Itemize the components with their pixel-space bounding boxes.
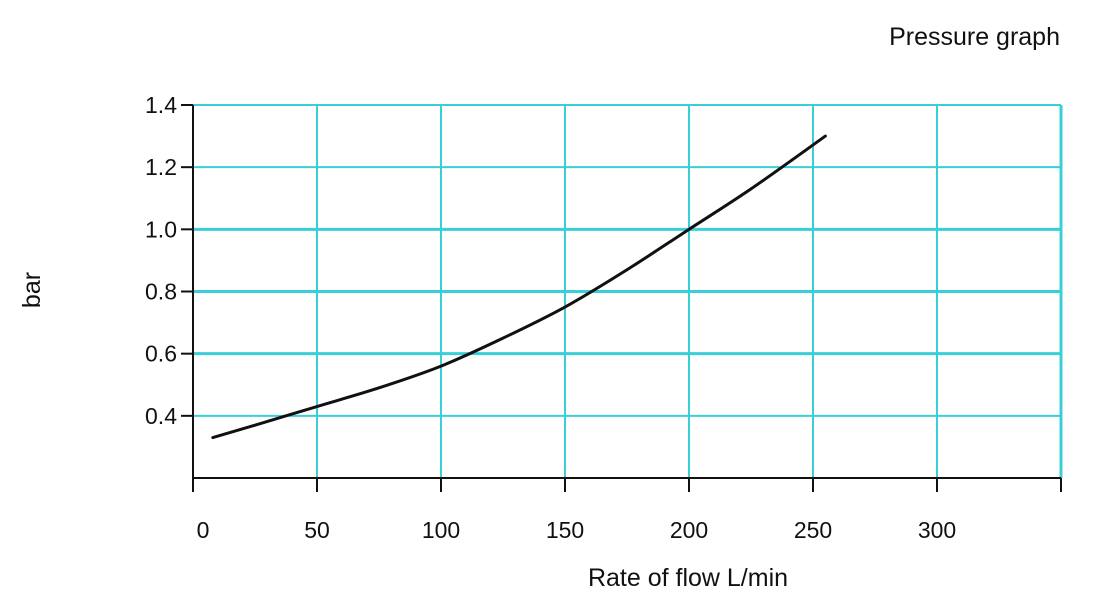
series-layer <box>211 134 827 440</box>
x-tick-label-3: 150 <box>546 517 584 543</box>
grid-layer <box>193 104 1063 478</box>
y-tick-label-1: 0.6 <box>145 341 177 367</box>
x-tick-label-4: 200 <box>670 517 708 543</box>
y-tick-label-3: 1.0 <box>145 216 177 242</box>
x-tick-label-6: 300 <box>918 517 956 543</box>
x-tick-label-2: 100 <box>422 517 460 543</box>
x-tick-label-1: 50 <box>304 517 330 543</box>
y-tick-label-5: 1.4 <box>145 92 177 118</box>
chart-title: Pressure graph <box>889 23 1060 51</box>
y-tick-label-0: 0.4 <box>145 403 177 429</box>
x-tick-label-5: 250 <box>794 517 832 543</box>
tick-layer: 0 50 100 150 200 250 300 0.4 0.6 0.8 1.0 1.2 1.4 <box>145 92 1062 543</box>
x-tick-label-0: 0 <box>197 517 210 543</box>
y-axis-label: bar <box>18 272 46 308</box>
x-axis-label: Rate of flow L/min <box>588 564 788 592</box>
y-tick-label-4: 1.2 <box>145 154 177 180</box>
y-tick-label-2: 0.8 <box>145 279 177 305</box>
pressure-curve-line <box>211 134 827 440</box>
